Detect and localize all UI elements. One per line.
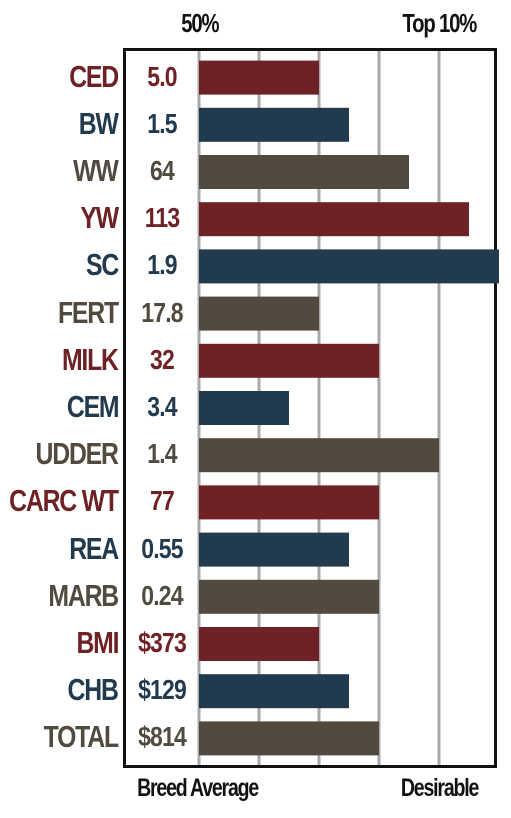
footer-breed-average: Breed Average — [137, 774, 259, 802]
trait-label-chb: CHB — [67, 672, 119, 708]
bar-udder — [199, 438, 439, 473]
bar-rea — [199, 532, 349, 567]
bar-chb — [199, 674, 349, 709]
trait-label-sc: SC — [85, 247, 119, 283]
value-label-ced: 5.0 — [147, 60, 177, 92]
bar-fert — [199, 296, 319, 331]
trait-label-carc-wt: CARC WT — [9, 483, 119, 519]
bar-carc-wt — [199, 485, 379, 520]
bar-marb — [199, 579, 379, 614]
value-label-fert: 17.8 — [141, 296, 183, 328]
trait-label-udder: UDDER — [35, 436, 119, 472]
trait-label-fert: FERT — [58, 294, 119, 330]
value-label-carc-wt: 77 — [150, 485, 175, 517]
value-label-bw: 1.5 — [147, 107, 177, 139]
value-label-ww: 64 — [150, 155, 175, 186]
trait-label-milk: MILK — [62, 341, 119, 377]
footer-desirable: Desirable — [400, 774, 479, 802]
trait-label-bmi: BMI — [76, 625, 119, 660]
value-label-chb: $129 — [138, 674, 187, 706]
bar-total — [199, 721, 379, 756]
value-label-udder: 1.4 — [147, 438, 177, 470]
trait-label-marb: MARB — [48, 577, 119, 613]
trait-label-rea: REA — [69, 530, 119, 566]
trait-label-yw: YW — [80, 200, 119, 236]
value-label-sc: 1.9 — [147, 249, 177, 281]
trait-labels: CED BW WW YW SC FERT MILK CEM UDDER CARC WT REA MAR… — [0, 0, 120, 818]
chart-frame — [123, 48, 497, 768]
trait-label-ced: CED — [69, 58, 119, 94]
trait-label-ww: WW — [73, 153, 120, 188]
bar-cem — [199, 391, 289, 425]
bar-milk — [199, 343, 379, 378]
value-label-marb: 0.24 — [141, 579, 183, 611]
value-labels: 5.0 1.5 64 113 1.9 17.8 32 3.4 1.4 77 0.55 0.24 $373… — [126, 0, 198, 818]
header-top-10-percent: Top 10% — [402, 8, 477, 38]
value-label-milk: 32 — [150, 343, 175, 375]
bar-bmi — [199, 627, 319, 661]
value-label-total: $814 — [138, 721, 187, 753]
bar-bw — [199, 107, 349, 142]
trait-label-total: TOTAL — [43, 719, 120, 755]
value-label-cem: 3.4 — [147, 391, 177, 422]
value-label-yw: 113 — [144, 202, 180, 234]
bar-ced — [199, 60, 319, 95]
trait-label-bw: BW — [79, 105, 119, 141]
value-label-bmi: $373 — [138, 627, 187, 658]
value-label-rea: 0.55 — [141, 532, 183, 564]
bar-ww — [199, 155, 409, 189]
trait-label-cem: CEM — [66, 389, 119, 424]
header-50-percent: 50% — [181, 8, 219, 38]
bar-sc — [199, 249, 499, 284]
bar-yw — [199, 202, 469, 237]
